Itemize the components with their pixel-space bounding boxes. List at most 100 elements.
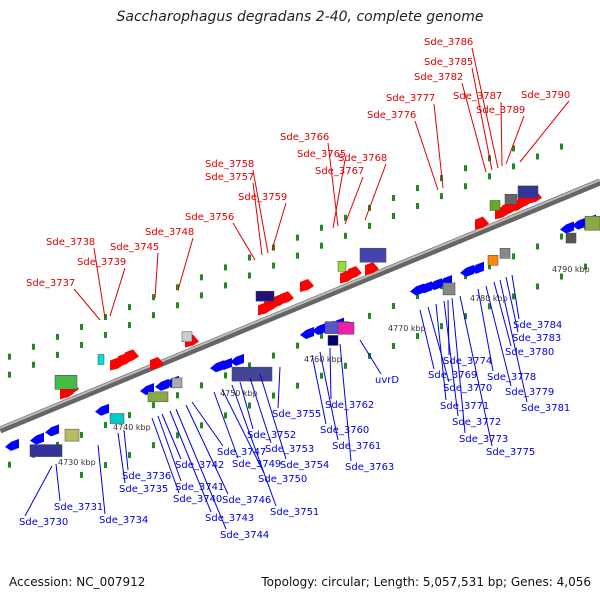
leader-line — [485, 285, 512, 387]
gene-block — [181, 331, 193, 343]
forward-gene — [475, 216, 489, 230]
gene-block — [97, 354, 105, 365]
leader-line — [427, 306, 450, 383]
tick-mark — [248, 402, 251, 409]
gene-block — [517, 185, 539, 199]
leader-line — [447, 299, 450, 356]
tick-mark — [344, 232, 347, 239]
tick-mark — [224, 282, 227, 289]
gene-block — [337, 261, 347, 272]
forward-gene — [365, 262, 379, 276]
accession-text: Accession: NC_007912 — [9, 575, 146, 589]
tick-mark — [200, 292, 203, 299]
leader-line — [55, 463, 61, 502]
leader-line — [24, 465, 53, 517]
tick-mark — [152, 294, 155, 301]
tick-mark — [200, 382, 203, 389]
tick-mark — [128, 304, 131, 311]
tick-mark — [176, 302, 179, 309]
leader-line — [451, 297, 466, 434]
gene-label: Sde_3765 — [297, 149, 346, 160]
gene-label: Sde_3754 — [280, 460, 329, 471]
tick-mark — [80, 471, 83, 478]
tick-mark — [104, 422, 107, 429]
leader-line — [259, 373, 287, 460]
tick-mark — [488, 303, 491, 310]
leader-line — [169, 410, 212, 513]
tick-mark — [56, 351, 59, 358]
tick-mark — [224, 372, 227, 379]
leader-line — [213, 391, 239, 459]
leader-line — [277, 366, 281, 409]
gene-label: Sde_3756 — [185, 212, 234, 223]
leader-line — [252, 182, 263, 256]
kbp-label: 4740 kbp — [113, 423, 151, 432]
tick-mark — [440, 193, 443, 200]
gene-label: Sde_3785 — [424, 57, 473, 68]
tick-mark — [512, 293, 515, 300]
gene-block — [147, 391, 169, 403]
leader-line — [500, 101, 503, 167]
gene-label: Sde_3741 — [175, 482, 224, 493]
gene-label: Sde_3735 — [119, 484, 168, 495]
reverse-gene — [460, 264, 474, 277]
gene-block — [565, 232, 577, 244]
leader-line — [344, 176, 364, 225]
leader-line — [414, 120, 439, 191]
tick-mark — [320, 332, 323, 339]
gene-label: Sde_3777 — [386, 93, 435, 104]
tick-mark — [512, 145, 515, 152]
leader-line — [154, 252, 159, 299]
gene-label: Sde_3746 — [222, 495, 271, 506]
leader-line — [471, 67, 493, 171]
gene-label: Sde_3737 — [26, 278, 75, 289]
leader-line — [117, 432, 126, 484]
gene-label: Sde_3734 — [99, 515, 148, 526]
leader-line — [332, 159, 346, 229]
leader-line — [73, 288, 101, 321]
leader-line — [231, 384, 277, 507]
gene-label: Sde_3762 — [325, 400, 374, 411]
tick-mark — [176, 432, 179, 439]
reverse-gene — [155, 378, 169, 391]
tick-mark — [176, 392, 179, 399]
reverse-gene — [410, 283, 424, 296]
tick-mark — [392, 212, 395, 219]
tick-mark — [272, 392, 275, 399]
gene-label: Sde_3758 — [205, 159, 254, 170]
gene-label: Sde_3770 — [443, 383, 492, 394]
tick-mark — [152, 312, 155, 319]
tick-mark — [560, 273, 563, 280]
gene-label: Sde_3760 — [320, 425, 369, 436]
gene-label: Sde_3772 — [452, 417, 501, 428]
kbp-label: 4730 kbp — [58, 458, 96, 467]
map-title: Saccharophagus degradans 2-40, complete … — [116, 9, 484, 25]
gene-block — [64, 428, 80, 442]
gene-label: Sde_3776 — [367, 110, 416, 121]
reverse-gene — [30, 432, 44, 445]
tick-mark — [104, 332, 107, 339]
tick-mark — [128, 452, 131, 459]
gene-label: Sde_3731 — [54, 502, 103, 513]
leader-line — [511, 274, 520, 320]
tick-mark — [152, 442, 155, 449]
tick-mark — [488, 263, 491, 270]
tick-mark — [200, 274, 203, 281]
leader-line — [459, 295, 493, 447]
leader-line — [471, 47, 499, 169]
gene-label: Sde_3743 — [205, 513, 254, 524]
gene-label: Sde_3782 — [414, 72, 463, 83]
leader-line — [364, 163, 387, 221]
reverse-gene — [300, 327, 314, 339]
gene-block — [504, 194, 518, 205]
tick-mark — [296, 382, 299, 389]
gene-label: Sde_3742 — [175, 460, 224, 471]
gene-label: Sde_3738 — [46, 237, 95, 248]
gene-label: Sde_3745 — [110, 242, 159, 253]
leader-line — [252, 169, 269, 254]
tick-mark — [440, 323, 443, 330]
leader-line — [123, 429, 129, 471]
gene-label: Sde_3783 — [512, 333, 561, 344]
tick-mark — [128, 322, 131, 329]
tick-mark — [8, 371, 11, 378]
